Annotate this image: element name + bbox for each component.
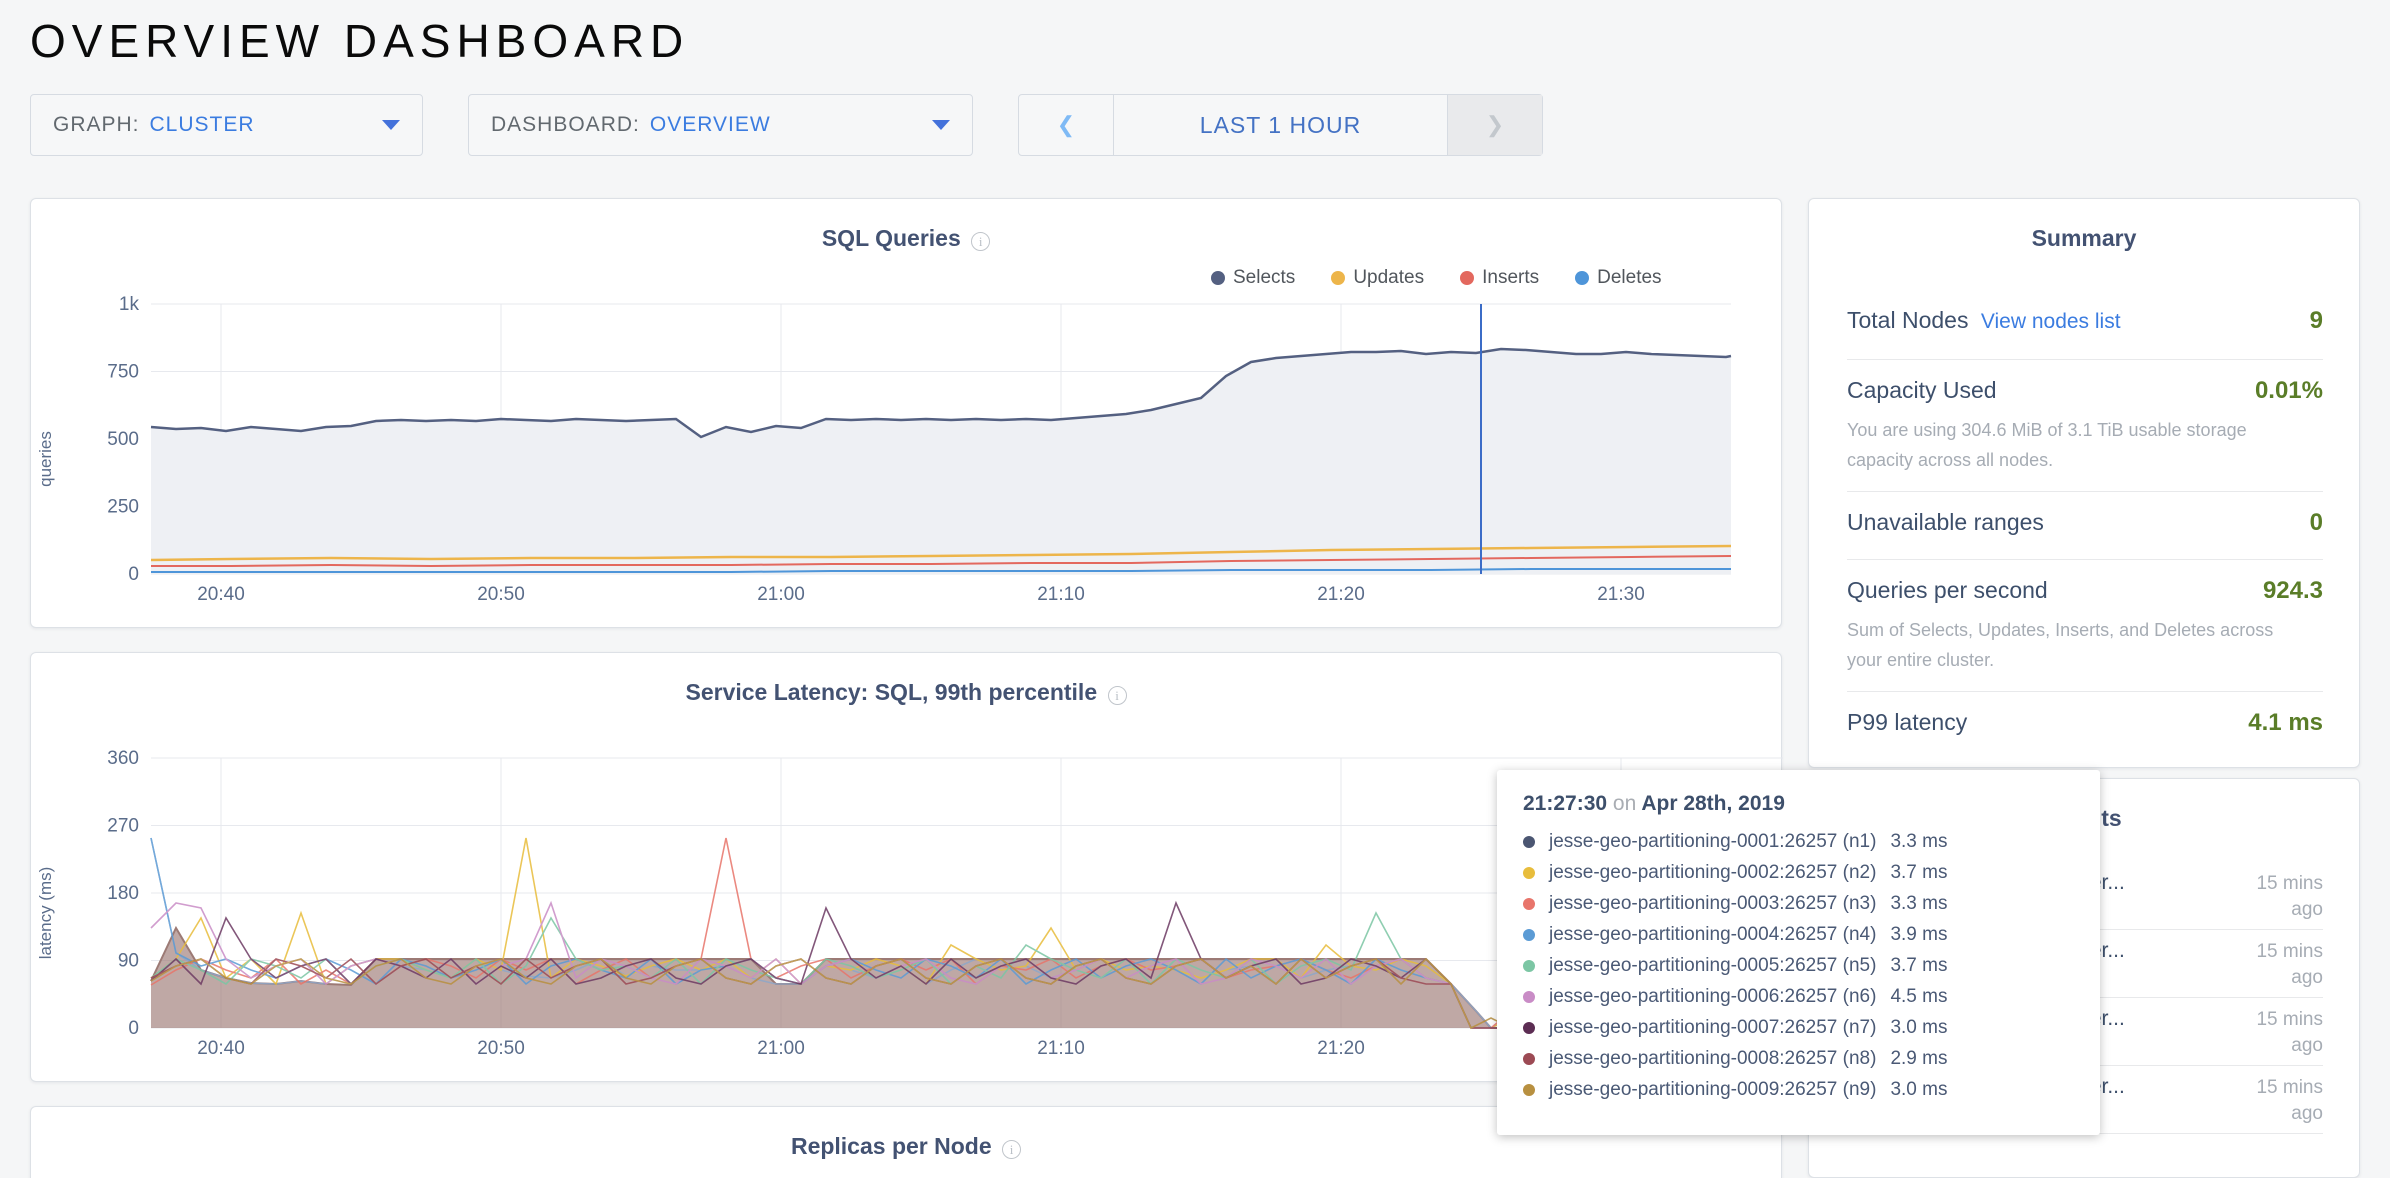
svg-text:360: 360 [107, 748, 139, 769]
svg-text:20:40: 20:40 [197, 584, 245, 605]
svg-text:21:00: 21:00 [757, 584, 805, 605]
svg-text:250: 250 [107, 497, 139, 518]
svg-text:0: 0 [128, 1018, 139, 1039]
svg-text:queries: queries [36, 431, 55, 487]
svg-text:1k: 1k [119, 294, 140, 315]
svg-text:21:30: 21:30 [1597, 584, 1645, 605]
svg-text:21:10: 21:10 [1037, 584, 1085, 605]
svg-text:20:50: 20:50 [477, 1038, 525, 1059]
svg-text:270: 270 [107, 816, 139, 837]
svg-text:21:00: 21:00 [757, 1038, 805, 1059]
svg-text:21:10: 21:10 [1037, 1038, 1085, 1059]
svg-text:latency (ms): latency (ms) [36, 867, 55, 960]
svg-text:750: 750 [107, 362, 139, 383]
svg-text:500: 500 [107, 429, 139, 450]
svg-text:21:20: 21:20 [1317, 584, 1365, 605]
svg-text:21:20: 21:20 [1317, 1038, 1365, 1059]
svg-text:20:40: 20:40 [197, 1038, 245, 1059]
svg-text:0: 0 [128, 564, 139, 585]
svg-text:180: 180 [107, 883, 139, 904]
svg-text:90: 90 [118, 951, 139, 972]
svg-text:20:50: 20:50 [477, 584, 525, 605]
